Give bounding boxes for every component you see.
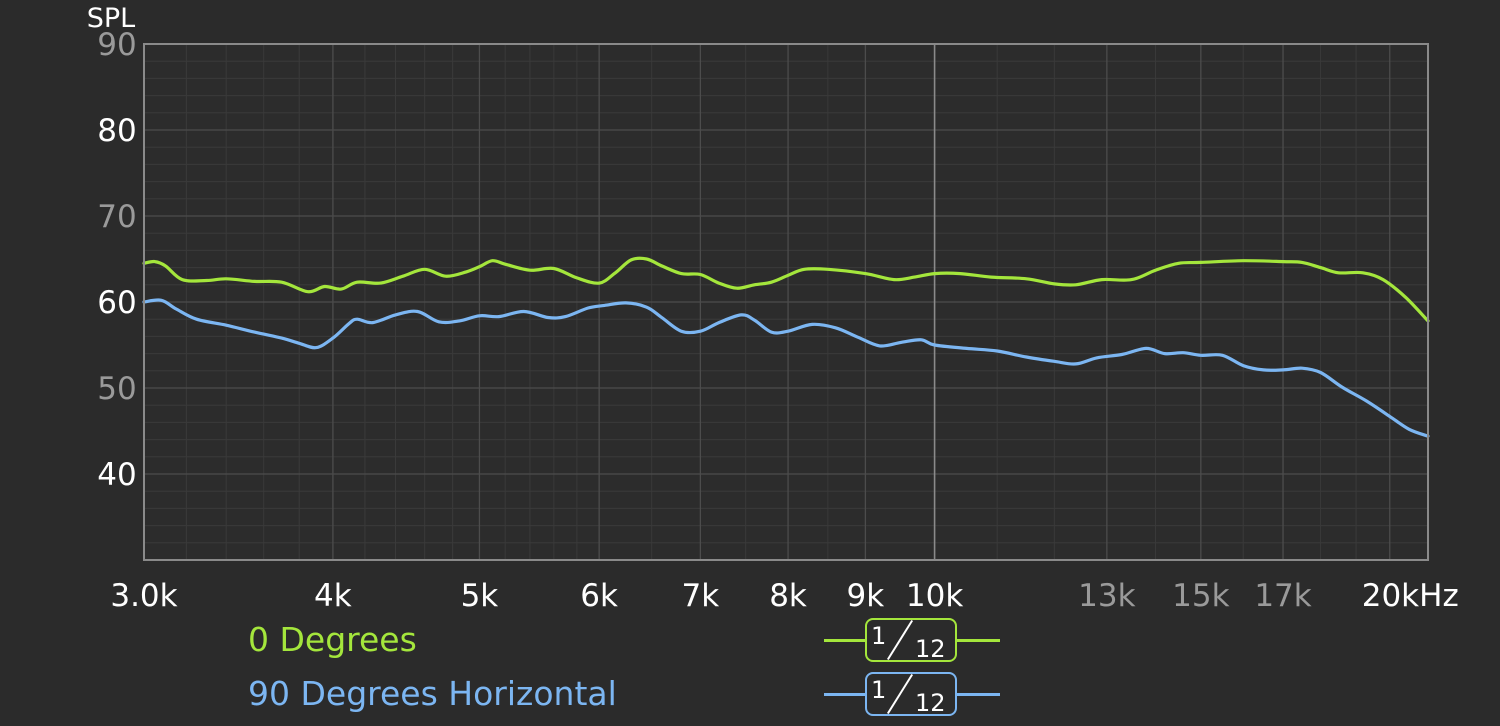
x-tick-label: 20kHz <box>1362 578 1459 614</box>
x-tick-label: 9k <box>847 578 885 614</box>
x-axis-tick-labels: 3.0k 4k 5k 6k 7k 8k 9k 10k 13k 15k 17k 20kHz <box>110 578 1458 614</box>
y-tick-label: 80 <box>97 113 136 149</box>
x-tick-label: 15k <box>1172 578 1229 614</box>
smoothing-numerator: 1 <box>871 622 887 650</box>
x-tick-label: 5k <box>461 578 499 614</box>
y-tick-label: 60 <box>97 285 136 321</box>
major-grid <box>144 44 1428 560</box>
legend-label-0-degrees: 0 Degrees <box>248 620 417 659</box>
series-line-90-degrees-horizontal <box>142 298 1430 438</box>
smoothing-slash <box>886 673 914 715</box>
smoothing-button[interactable]: 1 12 <box>865 618 957 662</box>
y-axis-label: SPL <box>87 3 135 34</box>
smoothing-numerator: 1 <box>871 676 887 704</box>
x-tick-label: 4k <box>314 578 352 614</box>
smoothing-slash <box>886 619 914 661</box>
x-tick-label: 13k <box>1078 578 1135 614</box>
x-tick-label: 6k <box>580 578 618 614</box>
x-tick-label: 7k <box>682 578 720 614</box>
x-tick-label: 10k <box>906 578 963 614</box>
y-tick-label: 40 <box>97 457 136 493</box>
plot-frame <box>143 43 1429 561</box>
series-line-0-degrees <box>142 256 1430 323</box>
legend-label-90-degrees-horizontal: 90 Degrees Horizontal <box>248 674 617 713</box>
x-tick-label: 3.0k <box>110 578 177 614</box>
smoothing-denominator: 12 <box>915 689 946 717</box>
y-tick-label: 50 <box>97 371 136 407</box>
series-layer <box>142 256 1430 438</box>
y-tick-label: 70 <box>97 199 136 235</box>
x-tick-label: 17k <box>1254 578 1311 614</box>
x-tick-label: 8k <box>769 578 807 614</box>
y-axis-tick-labels: 90 80 70 60 50 40 <box>97 27 136 493</box>
smoothing-button[interactable]: 1 12 <box>865 672 957 716</box>
y-tick-label: 90 <box>97 27 136 63</box>
smoothing-denominator: 12 <box>915 635 946 663</box>
